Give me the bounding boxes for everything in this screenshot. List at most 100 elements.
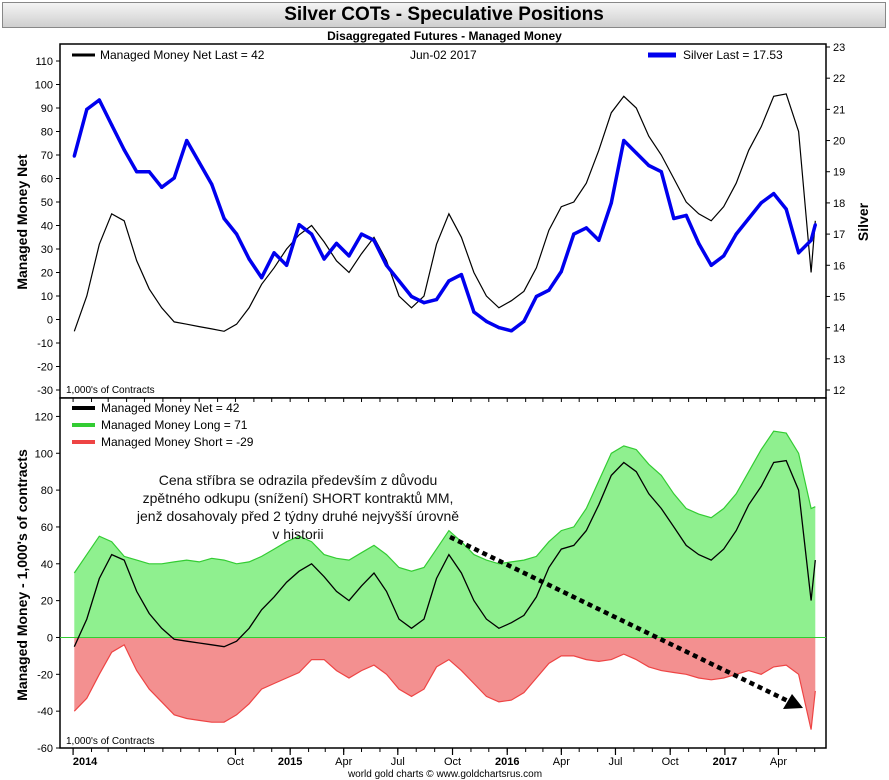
top-units-note: 1,000's of Contracts [66,385,155,396]
silver-point [709,263,713,267]
top-date-note: Jun-02 2017 [410,48,477,62]
silver-point [634,151,638,155]
silver-point [222,216,226,221]
silver-point [72,154,76,158]
legend-short-label: Managed Money Short = -29 [101,435,254,449]
silver-point [260,276,264,280]
top-y2-tick-label: 16 [833,260,845,272]
bottom-y-tick-label: 40 [41,559,53,571]
top-y-tick-label: 60 [41,174,53,186]
bottom-y-tick-label: 100 [35,448,53,460]
silver-point [813,223,817,227]
bottom-y-label: Managed Money - 1,000's of contracts [14,449,30,701]
top-y-tick-label: 0 [47,315,53,327]
legend-long-label: Managed Money Long = 71 [101,418,248,432]
silver-point [597,238,601,242]
silver-point [247,257,251,261]
top-y-tick-label: 30 [41,244,53,256]
x-tick-label: 2015 [278,756,302,768]
silver-point [347,254,351,258]
top-y-tick-label: 70 [41,150,53,162]
top-plot-frame [59,43,827,399]
silver-point [372,238,376,242]
top-y-tick-label: -30 [37,385,53,397]
silver-point [497,326,501,330]
bottom-y-tick-label: -60 [37,743,53,755]
silver-point [559,269,563,274]
silver-point [522,319,526,323]
top-y-tick-label: 100 [35,80,53,92]
top-y2-tick-label: 13 [833,354,845,366]
silver-point [809,238,813,242]
bottom-units-note: 1,000's of Contracts [66,736,155,747]
top-y-tick-label: -20 [37,362,53,374]
silver-point [797,251,801,255]
x-tick-label: Jul [391,756,405,768]
top-y2-tick-label: 22 [833,73,845,85]
top-y-tick-label: 20 [41,268,53,280]
silver-point [609,201,613,205]
top-y-tick-label: 50 [41,197,53,209]
chart-title: Silver COTs - Speculative Positions [2,2,886,28]
bottom-y-tick-label: 20 [41,596,53,608]
silver-point [672,216,676,221]
top-y2-tick-label: 20 [833,136,845,148]
silver-point [235,232,239,236]
silver-point [584,226,588,230]
silver-point [85,107,89,111]
top-legend-net-label: Managed Money Net Last = 42 [100,48,265,62]
bottom-y-tick-label: 0 [47,632,53,644]
x-tick-label: 2014 [73,756,98,768]
top-y-tick-label: 10 [41,291,53,303]
silver-point [772,191,776,196]
top-y2-tick-label: 15 [833,291,845,303]
x-tick-label: Apr [335,756,352,768]
long-line [73,430,816,574]
legend-net-label: Managed Money Net = 42 [101,401,240,415]
top-y2-tick-label: 14 [833,323,845,335]
silver-point [647,163,651,168]
silver-point [509,329,513,333]
silver-point [210,182,214,186]
silver-point [459,273,464,277]
silver-point [185,138,189,143]
silver-point [734,232,738,236]
top-y-tick-label: 90 [41,103,53,115]
x-tick-label: Oct [227,756,244,768]
top-y-tick-label: 80 [41,127,53,139]
bottom-y-tick-label: 80 [41,485,53,497]
silver-point [160,185,164,189]
silver-point [122,148,126,152]
top-y-tick-label: 110 [35,56,53,68]
silver-point [322,257,326,261]
silver-point [135,170,139,174]
top-y-tick-label: -10 [37,338,53,350]
silver-point [147,170,151,174]
silver-point [447,279,451,283]
top-y-label: Managed Money Net [14,154,30,290]
footer-credit: world gold charts © www.goldchartsrus.co… [347,769,542,780]
silver-point [572,232,576,236]
silver-point [359,232,364,236]
annotation-text: Cena stříbra se odrazila především z dův… [136,472,459,542]
annotation-arrow-head [783,694,803,709]
silver-point [472,310,476,314]
short-area [74,637,816,730]
x-tick-label: Apr [770,756,787,768]
top-y2-tick-label: 12 [833,385,845,397]
silver-point [622,138,626,143]
top-panel: -30 -20 -10 0 10 20 30 40 50 60 70 80 90 100 110 12 13 14… [14,42,871,399]
x-axis: 2014 Oct 2015 Apr Jul Oct 2016 Apr Jul Oct 2017 Apr [72,398,816,768]
top-y2-tick-label: 19 [833,167,845,179]
silver-point [409,294,414,299]
top-y2-tick-label: 23 [833,42,845,54]
silver-point [747,216,751,221]
silver-point [397,279,401,283]
silver-point [534,294,538,299]
silver-point [197,160,201,164]
net-line [73,459,816,648]
silver-point [759,201,763,205]
silver-point [434,297,439,302]
